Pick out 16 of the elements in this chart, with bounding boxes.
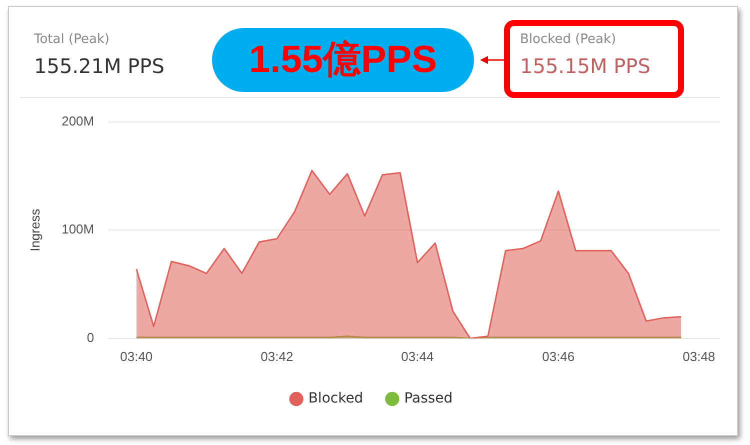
text: Blocked (Peak) bbox=[520, 32, 616, 47]
y-tick-label: 200M bbox=[62, 113, 94, 128]
y-tick-label: 0 bbox=[86, 330, 94, 345]
text: 155.15M PPS bbox=[520, 54, 650, 78]
x-tick-label: 03:46 bbox=[542, 348, 575, 364]
x-tick-label: 03:40 bbox=[120, 348, 153, 364]
text: 155.21M PPS bbox=[34, 54, 164, 78]
text: Total (Peak) bbox=[34, 32, 110, 47]
x-tick-label: 03:48 bbox=[682, 348, 716, 364]
x-tick-label: 03:42 bbox=[260, 348, 294, 364]
text: 1.55億PPS bbox=[212, 28, 474, 92]
y-tick-label: 100M bbox=[62, 222, 94, 237]
y-axis-title: Ingress bbox=[27, 208, 42, 252]
legend-label: Blocked bbox=[308, 390, 364, 407]
x-tick-label: 03:44 bbox=[401, 348, 434, 364]
legend-label: Passed bbox=[404, 390, 453, 407]
